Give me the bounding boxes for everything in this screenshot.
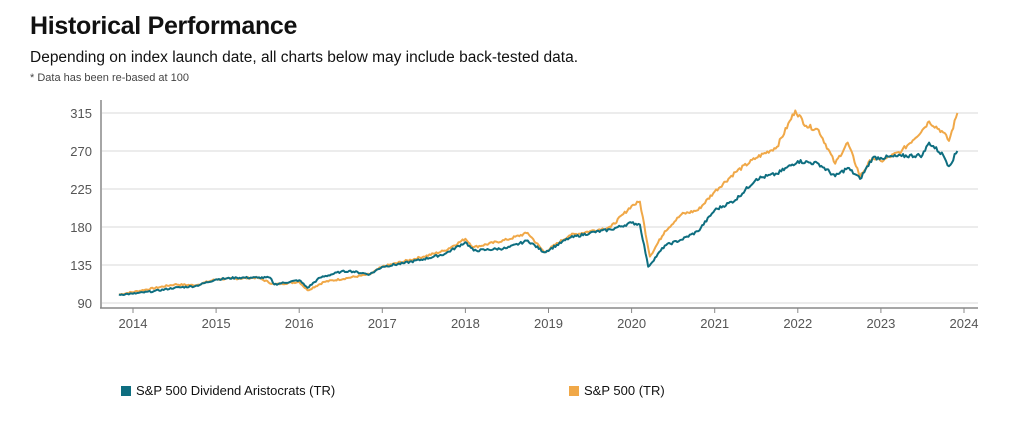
x-tick-label: 2017 — [368, 316, 397, 331]
x-tick-label: 2015 — [202, 316, 231, 331]
x-tick-label: 2020 — [617, 316, 646, 331]
x-tick-label: 2021 — [700, 316, 729, 331]
y-tick-label: 225 — [70, 182, 92, 197]
legend-swatch — [569, 385, 579, 396]
series-line-sp500 — [118, 109, 959, 296]
x-tick-label: 2016 — [285, 316, 314, 331]
x-tick-label: 2023 — [866, 316, 895, 331]
y-tick-label: 135 — [70, 258, 92, 273]
page-title: Historical Performance — [30, 12, 298, 40]
legend-label: S&P 500 (TR) — [584, 383, 665, 398]
legend-swatch — [121, 385, 131, 396]
y-tick-label: 180 — [70, 220, 92, 235]
y-tick-label: 90 — [78, 296, 92, 311]
legend-item-aristocrats[interactable]: S&P 500 Dividend Aristocrats (TR) — [121, 383, 335, 398]
x-tick-label: 2019 — [534, 316, 563, 331]
legend-label: S&P 500 Dividend Aristocrats (TR) — [136, 383, 336, 398]
y-tick-label: 315 — [70, 106, 92, 121]
x-tick-label: 2018 — [451, 316, 480, 331]
series-line-aristocrats — [118, 141, 959, 296]
rebase-note: * Data has been re-based at 100 — [30, 72, 190, 84]
y-tick-label: 270 — [70, 144, 92, 159]
page-subtitle: Depending on index launch date, all char… — [30, 49, 579, 66]
x-tick-label: 2022 — [783, 316, 812, 331]
x-tick-label: 2014 — [119, 316, 148, 331]
x-tick-label: 2024 — [950, 316, 979, 331]
legend-item-sp500[interactable]: S&P 500 (TR) — [569, 383, 665, 398]
